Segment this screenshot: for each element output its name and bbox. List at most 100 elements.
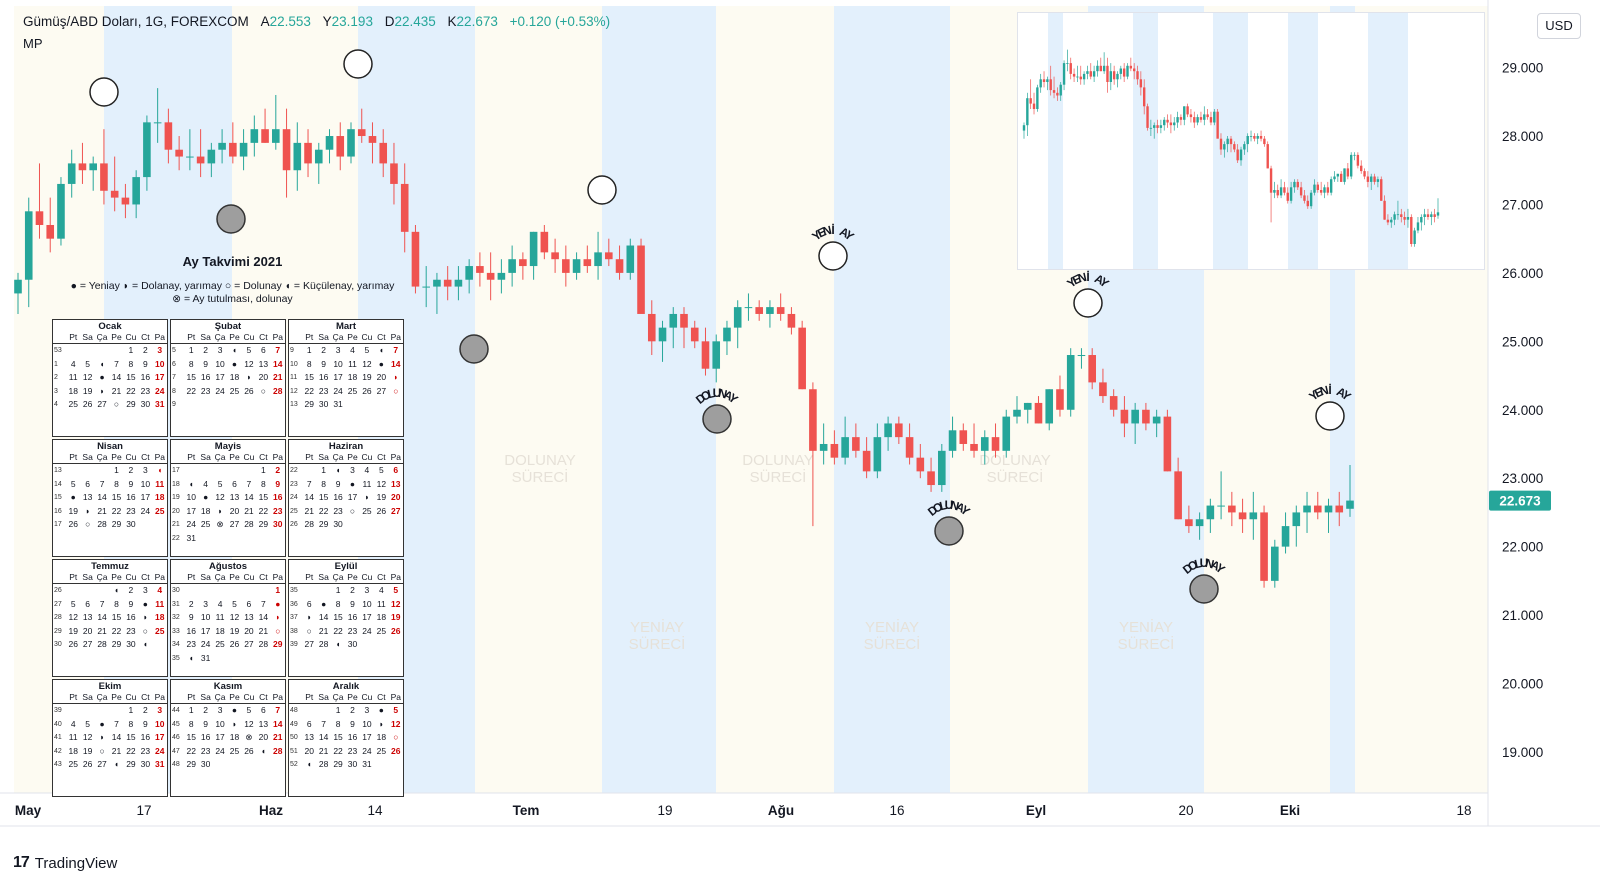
time-tick-label: 19 (657, 803, 672, 818)
price-tick-label: 25.000 (1502, 334, 1543, 349)
candle-body (540, 231, 549, 253)
week-number-header (53, 332, 66, 342)
calendar-week-row: 43 25 26 27 ◖ 29 30 31 (53, 758, 167, 772)
calendar-week-row: 41 11 12 ◗ 14 15 16 17 (53, 731, 167, 745)
candle-body (368, 136, 377, 143)
candle-body (1346, 500, 1354, 509)
week-number-header (171, 572, 184, 582)
calendar-day: 11 (376, 598, 386, 609)
inset-candle-body (1279, 187, 1283, 196)
calendar-day (302, 704, 316, 718)
candle-body (626, 245, 635, 273)
calendar-day: 25 (155, 505, 165, 516)
candle-body (153, 122, 162, 124)
calendar-day: 29 (126, 399, 136, 409)
calendar-day: 24 (155, 385, 165, 396)
inset-candle-body (1183, 106, 1186, 120)
calendar-day: ○ (393, 732, 399, 742)
candle-body (1056, 389, 1064, 410)
calendar-day: 12 (244, 358, 254, 369)
calendar-day (227, 584, 241, 598)
phase-process-label: YENİAY (1119, 618, 1173, 636)
calendar-day: 13 (304, 732, 314, 742)
calendar-day (184, 398, 198, 412)
calendar-day: 31 (155, 399, 165, 409)
week-number-header (171, 452, 184, 462)
calendar-day (95, 344, 109, 358)
candle-body (1034, 402, 1043, 424)
calendar-week-number: 45 (172, 720, 180, 728)
calendar-day (345, 398, 359, 412)
calendar-day: ○ (113, 399, 120, 409)
close-value: 22.673 (456, 14, 498, 29)
calendar-day: 2 (188, 598, 194, 609)
calendar-day: 28 (318, 759, 329, 769)
calendar-day: 23 (200, 745, 211, 756)
calendar-day: 19 (376, 492, 387, 502)
calendar-day: 23 (318, 385, 329, 396)
open-label: A (260, 14, 270, 29)
currency-button[interactable]: USD (1537, 13, 1581, 39)
inset-candle-body (1132, 68, 1136, 72)
high-label: Y (322, 14, 332, 29)
calendar-day: 19 (82, 385, 93, 396)
tradingview-brand[interactable]: 17 TradingView (13, 854, 117, 872)
calendar-day-header: Pt (305, 332, 314, 342)
inset-candle-body (1286, 192, 1289, 201)
calendar-day-header: Pe (347, 452, 358, 462)
new-moon-label: N (1076, 270, 1088, 286)
calendar-day (66, 464, 80, 478)
calendar-week-row: 30 26 27 28 29 30 ◖ (53, 638, 167, 652)
calendar-day-header: Ça (214, 572, 226, 582)
calendar-day (271, 532, 285, 546)
calendar-week-number: 26 (290, 521, 298, 528)
calendar-week-number: 33 (172, 627, 180, 635)
calendar-day (242, 652, 256, 666)
time-tick-label: Eki (1280, 803, 1300, 818)
symbol-name[interactable]: Gümüş/ABD Doları, 1G, FOREXCOM (23, 14, 249, 29)
calendar-day (271, 398, 285, 412)
calendar-week-row: 53 1 2 3 (53, 344, 167, 358)
calendar-day: 28 (97, 519, 107, 529)
calendar-week-number: 39 (54, 707, 62, 714)
phase-process-label: SÜRECİ (512, 468, 569, 486)
calendar-day: 22 (333, 745, 343, 756)
calendar-day: 20 (304, 745, 314, 756)
candle-body (841, 437, 849, 458)
calendar-week-number: 43 (54, 761, 62, 768)
candle-body (970, 443, 978, 451)
calendar-day: 24 (215, 745, 225, 756)
calendar-day: 20 (82, 625, 93, 636)
calendar-day: 24 (186, 519, 196, 529)
inset-candle-body (1119, 68, 1123, 74)
phase-process-label: DOLUNAY (979, 452, 1050, 469)
calendar-day: 17 (155, 372, 165, 382)
inset-candle-body (1126, 65, 1129, 77)
candle-body (325, 136, 334, 150)
calendar-day: 2 (350, 705, 355, 715)
calendar-day: 25 (347, 385, 358, 396)
week-number-header (171, 332, 184, 342)
candle-body (744, 307, 753, 309)
calendar-day: 14 (111, 372, 122, 382)
inset-candle-body (1196, 117, 1199, 123)
calendar-day: 12 (391, 718, 401, 729)
inset-candle-body (1313, 184, 1316, 193)
calendar-day: 1 (188, 705, 194, 715)
calendar-day: 20 (244, 625, 254, 636)
candle-body (175, 149, 183, 157)
calendar-day (66, 704, 80, 718)
calendar-day: 14 (318, 612, 329, 622)
time-tick-label: Eyl (1026, 803, 1046, 818)
calendar-day: 5 (364, 345, 370, 355)
calendar-day: 18 (376, 732, 387, 742)
calendar-month-name: Eylül (334, 561, 358, 572)
candle-body (67, 163, 76, 184)
indicator-label[interactable]: MP (23, 36, 43, 51)
calendar-day-header: Pt (69, 692, 78, 702)
calendar-day: 15 (126, 732, 136, 742)
candle-body (293, 142, 302, 171)
calendar-day-header: Pt (69, 332, 78, 342)
inset-candle-body (1112, 71, 1116, 80)
